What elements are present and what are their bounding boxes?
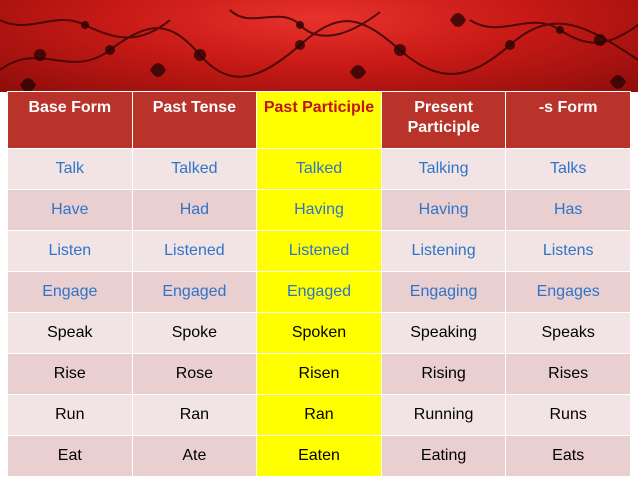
table-row: Listen Listened Listened Listening Liste… — [7, 230, 631, 272]
cell-base-form: Listen — [7, 230, 133, 272]
cell-present-participle: Talking — [380, 148, 507, 190]
decorative-banner — [0, 0, 638, 92]
table-row: Speak Spoke Spoken Speaking Speaks — [7, 312, 631, 354]
cell-base-form: Have — [7, 189, 133, 231]
cell-past-participle: Having — [256, 189, 382, 231]
table-row: Eat Ate Eaten Eating Eats — [7, 435, 631, 477]
header-present-participle: Present Participle — [380, 91, 507, 149]
cell-base-form: Engage — [7, 271, 133, 313]
table-row: Run Ran Ran Running Runs — [7, 394, 631, 436]
header-base-form: Base Form — [7, 91, 133, 149]
cell-base-form: Talk — [7, 148, 133, 190]
cell-present-participle: Speaking — [380, 312, 507, 354]
cell-s-form: Has — [505, 189, 631, 231]
cell-past-participle: Engaged — [256, 271, 382, 313]
table-header-row: Base Form Past Tense Past Participle Pre… — [7, 91, 631, 149]
floral-ornament — [0, 9, 638, 92]
cell-past-tense: Rose — [131, 353, 258, 395]
cell-s-form: Speaks — [505, 312, 631, 354]
cell-past-participle: Talked — [256, 148, 382, 190]
cell-past-tense: Engaged — [131, 271, 258, 313]
table-row: Rise Rose Risen Rising Rises — [7, 353, 631, 395]
cell-base-form: Rise — [7, 353, 133, 395]
header-past-tense: Past Tense — [131, 91, 258, 149]
cell-s-form: Listens — [505, 230, 631, 272]
cell-s-form: Rises — [505, 353, 631, 395]
cell-present-participle: Rising — [380, 353, 507, 395]
cell-past-participle: Ran — [256, 394, 382, 436]
cell-present-participle: Engaging — [380, 271, 507, 313]
header-s-form: -s Form — [505, 91, 631, 149]
cell-past-tense: Had — [131, 189, 258, 231]
cell-past-participle: Listened — [256, 230, 382, 272]
cell-base-form: Eat — [7, 435, 133, 477]
cell-present-participle: Eating — [380, 435, 507, 477]
table-row: Engage Engaged Engaged Engaging Engages — [7, 271, 631, 313]
cell-past-tense: Ran — [131, 394, 258, 436]
cell-past-tense: Listened — [131, 230, 258, 272]
cell-present-participle: Running — [380, 394, 507, 436]
cell-past-tense: Talked — [131, 148, 258, 190]
cell-present-participle: Having — [380, 189, 507, 231]
cell-past-tense: Ate — [131, 435, 258, 477]
cell-past-participle: Spoken — [256, 312, 382, 354]
cell-past-tense: Spoke — [131, 312, 258, 354]
cell-s-form: Eats — [505, 435, 631, 477]
table-row: Have Had Having Having Has — [7, 189, 631, 231]
header-past-participle: Past Participle — [256, 91, 382, 149]
table-row: Talk Talked Talked Talking Talks — [7, 148, 631, 190]
verb-forms-table-container: Base Form Past Tense Past Participle Pre… — [7, 91, 631, 477]
cell-s-form: Runs — [505, 394, 631, 436]
cell-present-participle: Listening — [380, 230, 507, 272]
cell-s-form: Talks — [505, 148, 631, 190]
cell-past-participle: Eaten — [256, 435, 382, 477]
cell-s-form: Engages — [505, 271, 631, 313]
cell-past-participle: Risen — [256, 353, 382, 395]
cell-base-form: Speak — [7, 312, 133, 354]
cell-base-form: Run — [7, 394, 133, 436]
verb-forms-table: Base Form Past Tense Past Participle Pre… — [7, 91, 631, 477]
